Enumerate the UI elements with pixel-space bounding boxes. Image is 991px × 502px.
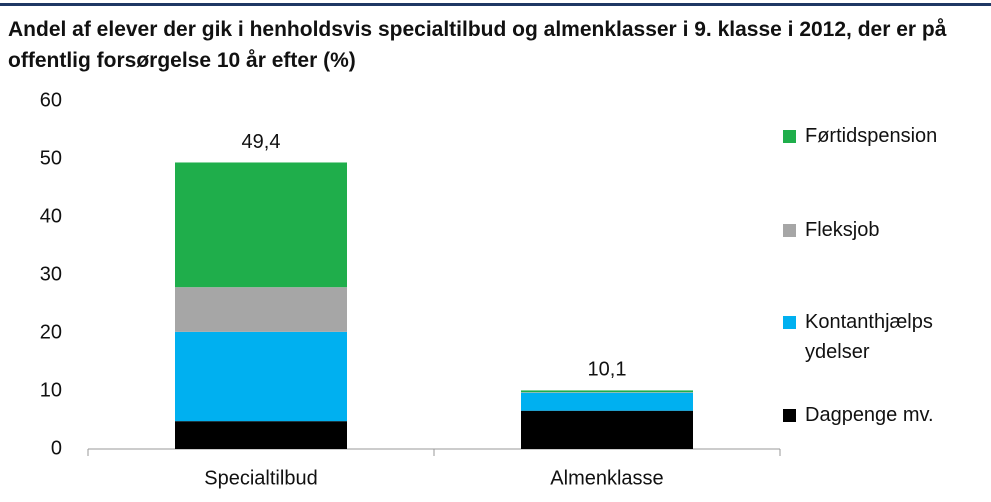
top-border (0, 3, 991, 6)
total-label: 10,1 (588, 359, 627, 381)
bar-segment (175, 331, 347, 422)
legend-swatch (783, 316, 796, 329)
y-tick-label: 40 (40, 205, 62, 227)
chart-title: Andel af elever der gik i henholdsvis sp… (8, 18, 947, 72)
x-tick-label: Almenklasse (550, 467, 663, 489)
bar-segment (175, 421, 347, 449)
bar-segment (175, 162, 347, 288)
bar-segment (521, 390, 693, 393)
y-tick-label: 50 (40, 147, 62, 169)
total-label: 49,4 (242, 131, 281, 153)
bar-segment (521, 410, 693, 449)
y-tick-label: 20 (40, 321, 62, 343)
x-tick-label: Specialtilbud (204, 467, 317, 489)
legend-label: Fleksjob (805, 219, 880, 241)
bar-segment (175, 287, 347, 332)
legend-label: Førtidspension (805, 125, 938, 147)
y-tick-label: 0 (51, 437, 62, 459)
legend-swatch (783, 224, 796, 237)
y-tick-label: 60 (40, 89, 62, 111)
legend-label: Dagpenge mv. (805, 404, 934, 426)
legend-swatch (783, 409, 796, 422)
legend-label: Kontanthjælps ydelser (805, 311, 933, 363)
bar-segment (521, 392, 693, 393)
bar-segment (521, 392, 693, 411)
legend-swatch (783, 130, 796, 143)
y-tick-label: 30 (40, 263, 62, 285)
y-tick-label: 10 (40, 379, 62, 401)
